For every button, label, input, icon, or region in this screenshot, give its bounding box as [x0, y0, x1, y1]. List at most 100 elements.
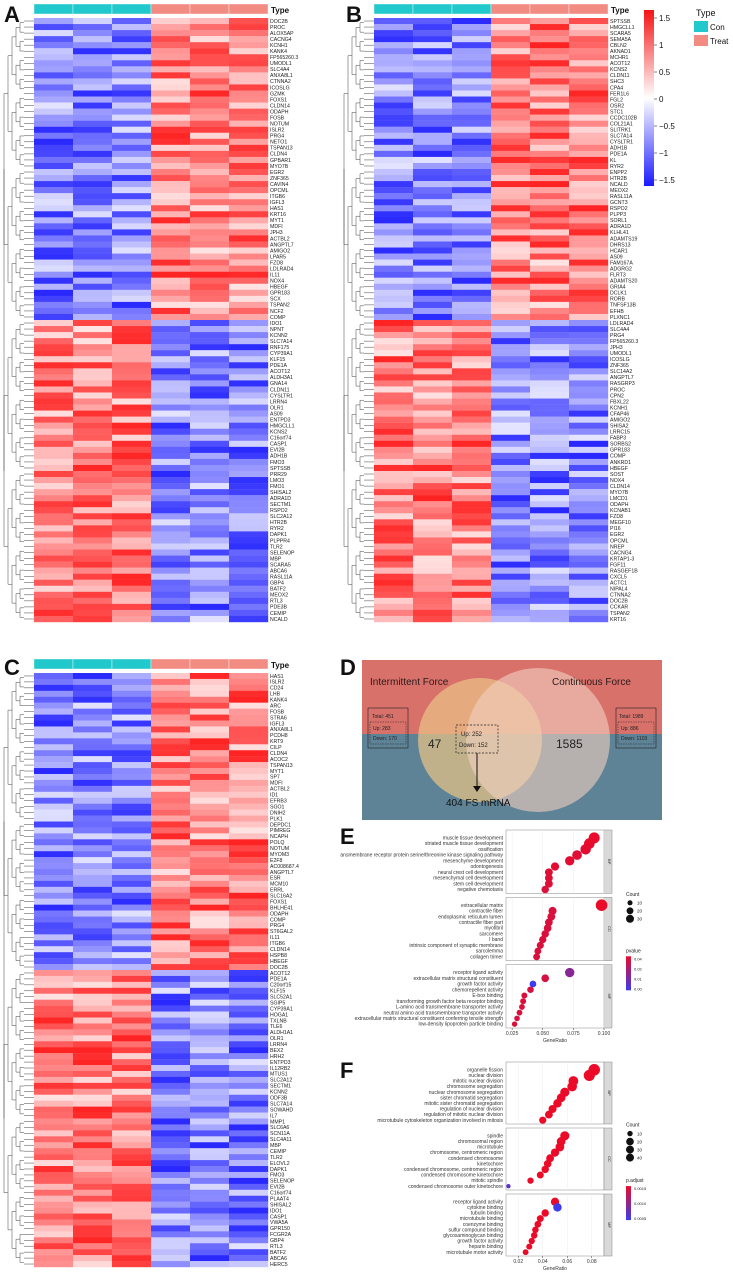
heatmap-cell [190, 205, 230, 212]
go-term-label: regulation of mitotic nuclear division [424, 1112, 503, 1118]
heatmap-cell [229, 892, 269, 899]
gene-label: CXCL5 [610, 575, 627, 581]
gene-label: NOX4 [270, 279, 284, 285]
heatmap-cell [229, 940, 269, 947]
heatmap-cell [530, 501, 570, 508]
heatmap-cell [73, 673, 113, 680]
heatmap-cell [151, 223, 191, 230]
heatmap-cell [34, 1053, 74, 1060]
heatmap-cell [229, 1195, 269, 1202]
gene-label: SOST [610, 472, 625, 478]
heatmap-cell [491, 410, 531, 417]
heatmap-cell [569, 271, 609, 278]
heatmap-cell [229, 1029, 269, 1036]
go-term-dot [521, 992, 528, 999]
heatmap-cell [112, 987, 152, 994]
heatmap-cell [569, 513, 609, 520]
heatmap-cell [530, 18, 570, 25]
gene-label: NOTUM [270, 846, 289, 852]
heatmap-cell [73, 809, 113, 816]
heatmap-cell [34, 108, 74, 115]
heatmap-cell [151, 555, 191, 562]
heatmap-cell [112, 1035, 152, 1042]
gene-label: CYP39A1 [270, 1006, 293, 1012]
gene-label: ODAPH [610, 502, 629, 508]
heatmap-cell [491, 615, 531, 623]
heatmap-cell [229, 845, 269, 852]
heatmap-cell [151, 928, 191, 935]
heatmap-cell [151, 501, 191, 508]
gene-label: CD24 [270, 686, 283, 692]
heatmap-cell [491, 114, 531, 121]
heatmap-cell [229, 744, 269, 751]
heatmap-cell [190, 690, 230, 697]
heatmap-cell [374, 120, 414, 127]
gene-label: RTL3 [270, 1244, 283, 1250]
heatmap-cell [151, 1189, 191, 1196]
heatmap-cell [151, 452, 191, 460]
heatmap-cell [569, 320, 609, 327]
heatmap-cell [34, 845, 74, 852]
heatmap-cell [151, 410, 191, 417]
heatmap-cell [151, 138, 191, 146]
heatmap-cell [34, 519, 74, 526]
heatmap-cell [229, 880, 269, 888]
heatmap-cell [151, 756, 191, 763]
heatmap-cell [229, 603, 269, 611]
gene-label: MCHR1 [610, 55, 629, 61]
go-term-label: spindle [487, 1133, 503, 1139]
heatmap-cell [530, 338, 570, 345]
heatmap-cell [73, 791, 113, 798]
heatmap-cell [452, 277, 492, 284]
heatmap-cell [190, 495, 230, 502]
heatmap-cell [190, 84, 230, 91]
heatmap-cell [530, 120, 570, 127]
heatmap-cell [229, 289, 269, 297]
gene-label: BHLHE41 [270, 905, 293, 911]
go-term-label: mitotic nuclear division [453, 1079, 504, 1085]
heatmap-cell [34, 30, 74, 37]
heatmap-cell [34, 827, 74, 834]
heatmap-cell [190, 1249, 230, 1256]
heatmap-cell [413, 289, 453, 297]
heatmap-cell [190, 970, 230, 977]
heatmap-cell [34, 803, 74, 810]
gene-label: FP565260.3 [610, 339, 638, 345]
heatmap-cell [73, 597, 113, 605]
heatmap-cell [452, 60, 492, 67]
heatmap-cell [530, 446, 570, 454]
heatmap-cell [229, 1070, 269, 1078]
heatmap-cell [374, 54, 414, 61]
go-term-dot [572, 850, 582, 860]
heatmap-cell [190, 738, 230, 745]
heatmap-cell [112, 1171, 152, 1179]
heatmap-cell [112, 1076, 152, 1084]
p-legend-bar [626, 1186, 631, 1221]
gene-label: KCNH1 [270, 43, 288, 49]
heatmap-legend: Type Con Treat 1.510.50−0.5−1−1.5 [644, 8, 729, 186]
heatmap-cell [229, 1106, 269, 1113]
heatmap-cell [34, 1142, 74, 1149]
heatmap-cell [413, 162, 453, 170]
heatmap-cell [374, 519, 414, 526]
heatmap-cell [73, 66, 113, 73]
heatmap-cell [190, 507, 230, 514]
heatmap-cell [229, 597, 269, 605]
heatmap-cell [151, 1154, 191, 1161]
heatmap-cell [34, 797, 74, 804]
heatmap-cell [530, 48, 570, 55]
heatmap-cell [413, 434, 453, 441]
gene-label: KCNS2 [610, 67, 627, 73]
heatmap-cell [413, 90, 453, 97]
heatmap-cell [112, 615, 152, 623]
heatmap-cell [34, 970, 74, 977]
heatmap-cell [452, 338, 492, 345]
heatmap-cell [73, 1076, 113, 1084]
heatmap-cell [229, 958, 269, 965]
heatmap-cell [491, 495, 531, 502]
gene-label: ALDH3A1 [270, 375, 293, 381]
heatmap-cell [112, 892, 152, 899]
heatmap-cell [112, 809, 152, 816]
gene-label: BATF2 [270, 587, 286, 593]
go-term-dot [555, 1142, 565, 1152]
